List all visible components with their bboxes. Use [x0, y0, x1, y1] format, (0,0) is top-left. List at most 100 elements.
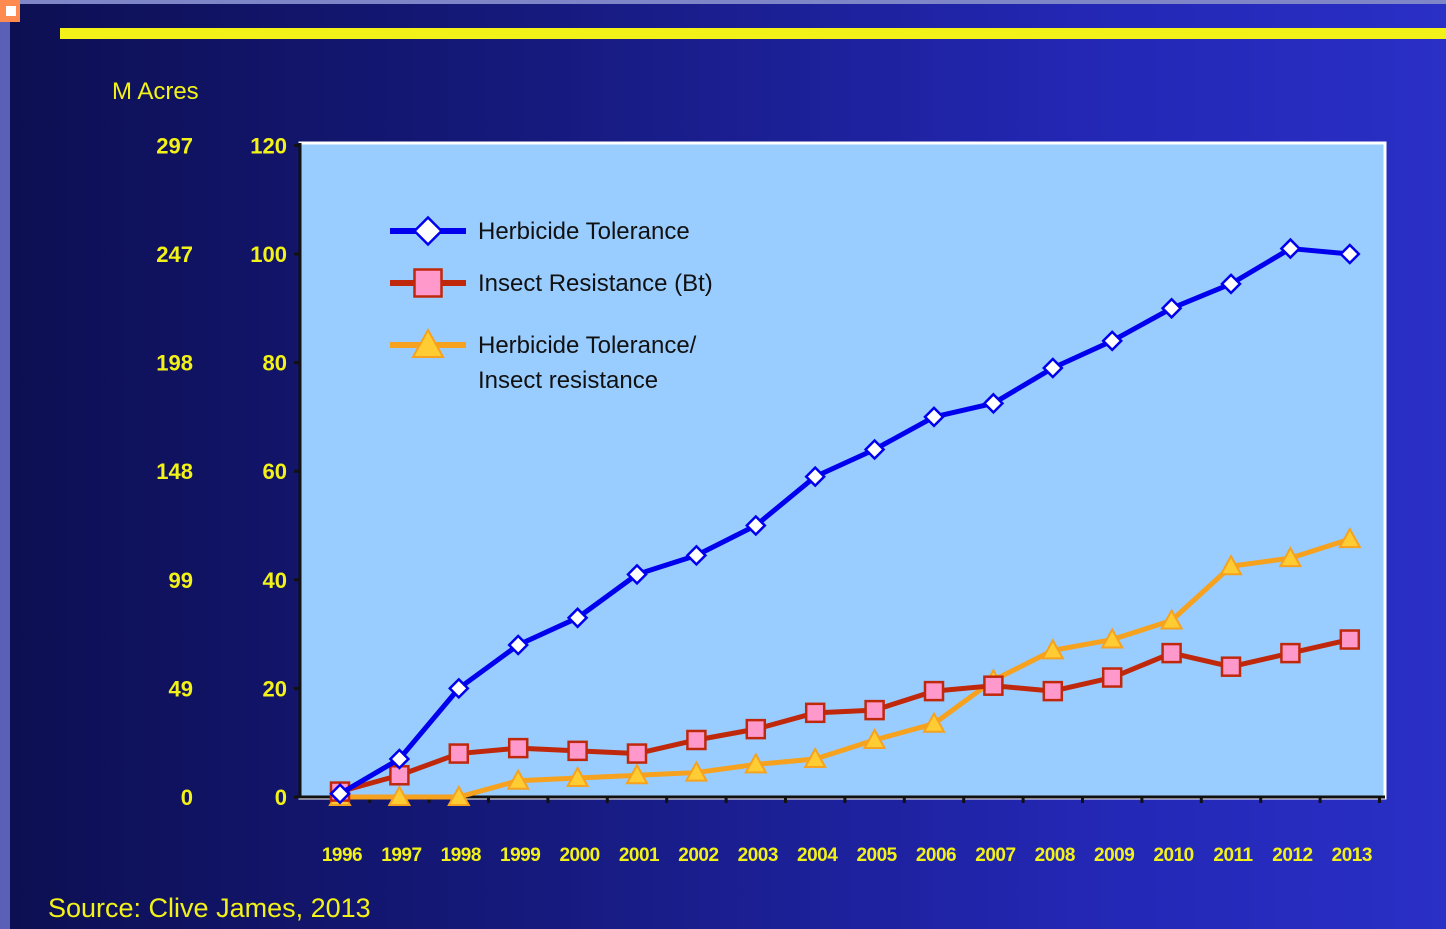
triangle-marker — [1219, 554, 1243, 576]
square-marker — [1220, 656, 1242, 677]
plot-area — [298, 141, 1387, 800]
x-tick-label: 2010 — [1153, 845, 1193, 866]
y2-tick-label: 49 — [169, 676, 193, 701]
x-tick-label: 1998 — [441, 845, 481, 866]
square-marker — [923, 680, 945, 702]
y2-tick-label: 297 — [156, 133, 193, 158]
square-marker — [1101, 667, 1123, 688]
diamond-marker — [804, 465, 826, 488]
legend-label: Insect resistance — [478, 367, 658, 394]
triangle-marker — [1159, 608, 1184, 630]
triangle-marker — [506, 768, 530, 790]
triangle-marker — [1041, 638, 1065, 660]
square-marker — [507, 737, 529, 759]
y-tick-label: 120 — [250, 133, 287, 158]
triangle-marker — [411, 327, 445, 358]
diamond-marker — [566, 607, 589, 629]
y2-tick-label: 148 — [156, 459, 193, 484]
legend: Herbicide Tolerance Insect Resistance (Bt… — [390, 215, 713, 394]
diamond-marker — [1160, 297, 1183, 320]
diamond-marker — [863, 438, 886, 461]
triangle-marker — [803, 746, 827, 768]
square-marker — [686, 729, 707, 751]
x-tick-label: 2006 — [916, 845, 956, 866]
x-tick-label: 2007 — [975, 845, 1015, 866]
x-tick-label: 2012 — [1272, 845, 1312, 866]
y-tick-label: 40 — [263, 568, 287, 593]
x-tick-label: 2011 — [1213, 845, 1253, 866]
diamond-marker — [1220, 273, 1242, 295]
y-tick-label: 0 — [275, 785, 287, 810]
x-tick-label: 2004 — [797, 845, 838, 866]
series-line-diamond — [338, 246, 1351, 796]
legend-label: Insect Resistance (Bt) — [478, 270, 713, 297]
triangle-marker — [565, 765, 590, 787]
diamond-marker — [982, 392, 1005, 415]
triangle-marker — [625, 763, 649, 785]
top-border — [0, 0, 1446, 4]
x-tick-label: 2013 — [1332, 845, 1372, 866]
y-tick-label: 20 — [263, 676, 287, 701]
diamond-marker — [685, 544, 708, 567]
y2-tick-label: 99 — [169, 568, 193, 593]
triangle-marker — [387, 784, 412, 806]
square-marker — [745, 718, 767, 740]
y-unit-label: M Acres — [112, 78, 199, 105]
square-marker — [864, 699, 885, 721]
diamond-marker — [329, 782, 351, 805]
square-marker — [1280, 642, 1301, 664]
x-tick-label: 2001 — [619, 845, 660, 866]
x-tick-label: 2005 — [856, 845, 897, 866]
square-marker — [448, 743, 470, 764]
square-marker — [567, 740, 588, 762]
triangle-marker — [1100, 627, 1124, 649]
square-marker — [1339, 629, 1361, 650]
diamond-marker — [507, 634, 529, 656]
y2-tick-label: 247 — [156, 242, 193, 267]
legend-label: Herbicide Tolerance/ — [478, 332, 697, 359]
square-marker — [983, 675, 1004, 696]
x-tick-label: 1996 — [322, 845, 362, 866]
diamond-marker — [626, 563, 648, 586]
diamond-marker — [388, 748, 411, 770]
x-tick-label: 1997 — [381, 845, 421, 866]
source-note: Source: Clive James, 2013 — [48, 893, 371, 923]
triangle-marker — [922, 711, 946, 733]
x-tick-label: 2002 — [678, 845, 718, 866]
triangle-marker — [862, 727, 887, 749]
legend-label: Herbicide Tolerance — [478, 218, 690, 245]
x-tick-label: 2008 — [1035, 845, 1075, 866]
y-tick-label: 80 — [263, 351, 287, 376]
x-tick-label: 1999 — [500, 845, 540, 866]
square-marker — [804, 702, 826, 724]
diamond-marker — [1042, 357, 1064, 379]
x-tick-label: 2009 — [1094, 845, 1134, 866]
square-marker — [1042, 680, 1064, 702]
triangle-marker — [744, 752, 768, 774]
diamond-marker — [1339, 243, 1361, 265]
x-tick-label: 2003 — [738, 845, 778, 866]
series-line-triangle — [340, 536, 1351, 800]
y-tick-label: 100 — [250, 242, 287, 267]
square-marker — [413, 268, 443, 298]
y2-tick-label: 198 — [156, 351, 193, 376]
diamond-marker — [1279, 237, 1302, 260]
diamond-marker — [1101, 330, 1123, 352]
square-marker — [1161, 642, 1182, 664]
diamond-marker — [448, 677, 470, 700]
diamond-marker — [412, 215, 444, 247]
triangle-marker — [447, 784, 471, 806]
title-rule — [60, 28, 1446, 39]
left-border — [0, 0, 10, 929]
y-tick-label: 60 — [263, 459, 287, 484]
corner-mark-inner — [6, 6, 16, 16]
square-marker — [626, 743, 648, 764]
triangle-marker — [684, 760, 709, 782]
triangle-marker — [1338, 527, 1362, 549]
triangle-marker — [1278, 546, 1303, 568]
diamond-marker — [923, 406, 945, 428]
diamond-marker — [745, 514, 767, 537]
x-tick-label: 2000 — [559, 845, 599, 866]
y2-tick-label: 0 — [181, 785, 193, 810]
